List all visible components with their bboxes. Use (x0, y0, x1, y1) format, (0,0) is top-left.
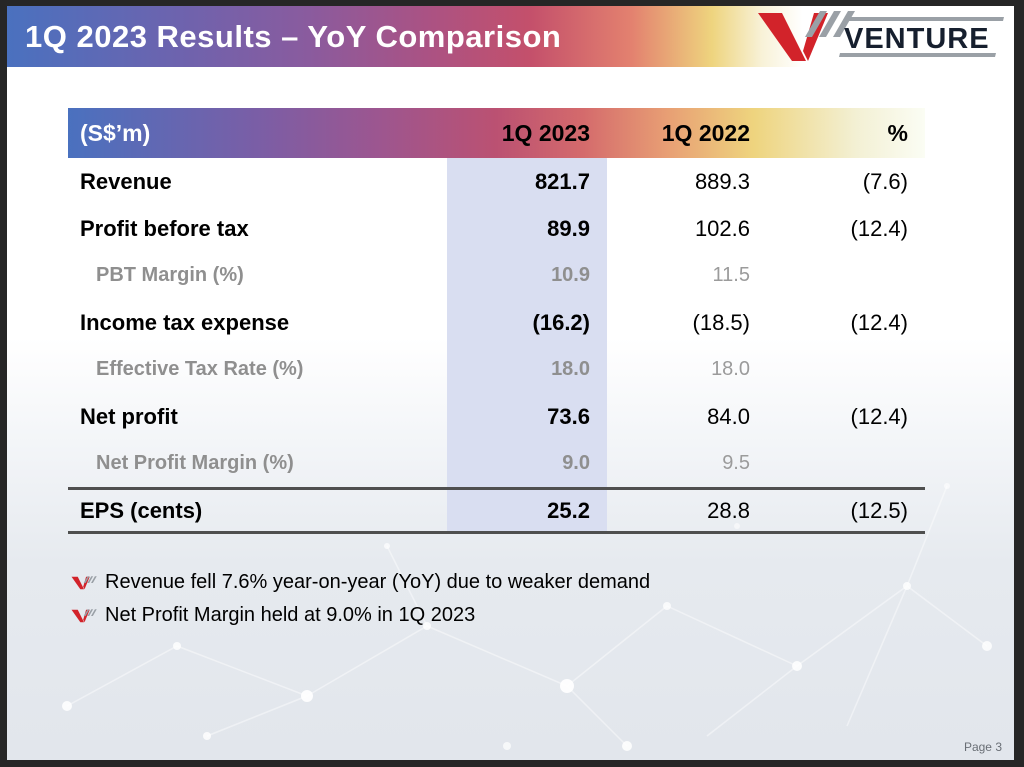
table-row-revenue: Revenue 821.7 889.3 (7.6) (68, 158, 925, 205)
venture-logo-icon: VENTURE (758, 11, 1004, 61)
header-1q2022: 1Q 2022 (661, 119, 750, 146)
table-row-profit-before-tax: Profit before tax 89.9 102.6 (12.4) (68, 205, 925, 252)
page-number: Page 3 (963, 740, 1002, 754)
svg-text:VENTURE: VENTURE (844, 23, 990, 55)
table-row-eps: EPS (cents) 25.2 28.8 (12.5) (68, 487, 925, 534)
header-pct: % (887, 119, 908, 146)
slide: 1Q 2023 Results – YoY Comparison VENTURE… (7, 6, 1014, 760)
page-title: 1Q 2023 Results – YoY Comparison (25, 19, 562, 54)
table-row-income-tax: Income tax expense (16.2) (18.5) (12.4) (68, 299, 925, 346)
header-unit: (S$’m) (80, 119, 151, 146)
title-bar: 1Q 2023 Results – YoY Comparison VENTURE (7, 6, 1014, 67)
bullet-text: Net Profit Margin held at 9.0% in 1Q 202… (105, 604, 476, 626)
venture-v-bullet-icon (71, 608, 97, 622)
table-row-net-profit-margin: Net Profit Margin (%) 9.0 9.5 (68, 440, 925, 487)
table-row-effective-tax-rate: Effective Tax Rate (%) 18.0 18.0 (68, 346, 925, 393)
results-table: (S$’m) 1Q 2023 1Q 2022 % Revenue 821.7 8… (68, 108, 925, 534)
bullet-text: Revenue fell 7.6% year-on-year (YoY) due… (105, 571, 651, 593)
table-row-pbt-margin: PBT Margin (%) 10.9 11.5 (68, 252, 925, 299)
venture-v-bullet-icon (71, 575, 97, 589)
venture-logo: VENTURE (756, 8, 1006, 66)
bullet-net-profit-margin: Net Profit Margin held at 9.0% in 1Q 202… (71, 599, 650, 632)
key-takeaways: Revenue fell 7.6% year-on-year (YoY) due… (71, 566, 650, 632)
header-1q2023: 1Q 2023 (501, 119, 590, 146)
table-row-net-profit: Net profit 73.6 84.0 (12.4) (68, 393, 925, 440)
bullet-revenue: Revenue fell 7.6% year-on-year (YoY) due… (71, 566, 650, 599)
table-header-row: (S$’m) 1Q 2023 1Q 2022 % (68, 108, 925, 158)
